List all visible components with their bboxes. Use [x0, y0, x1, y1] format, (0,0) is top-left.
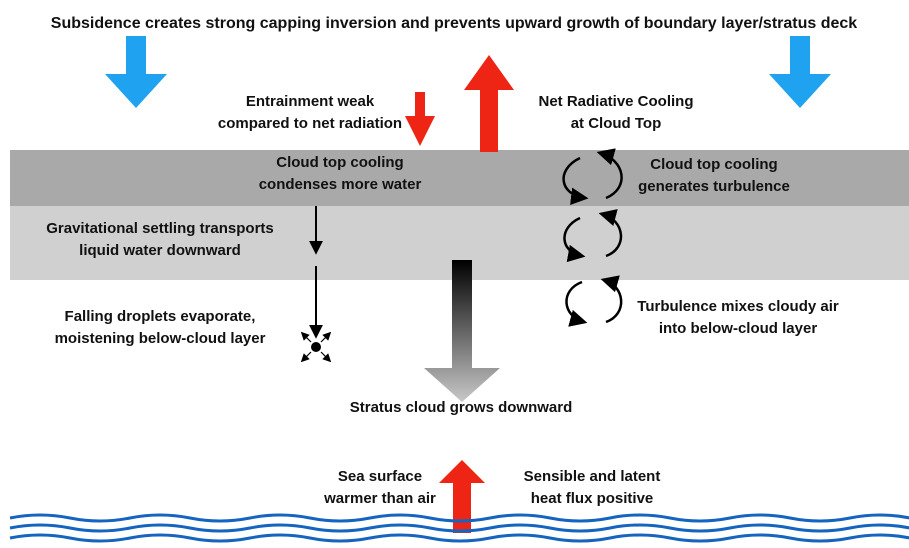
subsidence-arrow [105, 36, 167, 108]
turbulence-loops [562, 148, 623, 327]
title: Subsidence creates strong capping invers… [51, 15, 858, 32]
label: Cloud top cooling [650, 156, 777, 173]
radiative-arrow [464, 55, 514, 152]
label: Net Radiative Cooling [538, 93, 693, 110]
label: Gravitational settling transports [46, 220, 274, 237]
entrainment-arrow [405, 92, 435, 146]
growth-arrow [424, 260, 500, 402]
label: Entrainment weak [246, 93, 375, 110]
label: Sea surface [338, 468, 422, 485]
cloud-top-layer [10, 150, 909, 206]
label: liquid water downward [79, 242, 241, 259]
heat-flux-arrow [439, 460, 485, 533]
label: condenses more water [259, 176, 422, 193]
label: compared to net radiation [218, 115, 402, 132]
label: Sensible and latent [524, 468, 661, 485]
label: heat flux positive [531, 490, 654, 507]
label: warmer than air [323, 490, 436, 507]
label: Turbulence mixes cloudy air [637, 298, 839, 315]
evaporation-arrows [300, 331, 332, 363]
sea-waves [9, 513, 909, 543]
label: generates turbulence [638, 178, 790, 195]
label: Stratus cloud grows downward [350, 399, 573, 416]
label: Cloud top cooling [276, 154, 403, 171]
droplet [311, 342, 321, 352]
label: at Cloud Top [571, 115, 662, 132]
label: moistening below-cloud layer [55, 330, 266, 347]
subsidence-arrow [769, 36, 831, 108]
label: into below-cloud layer [659, 320, 818, 337]
label: Falling droplets evaporate, [65, 308, 256, 325]
